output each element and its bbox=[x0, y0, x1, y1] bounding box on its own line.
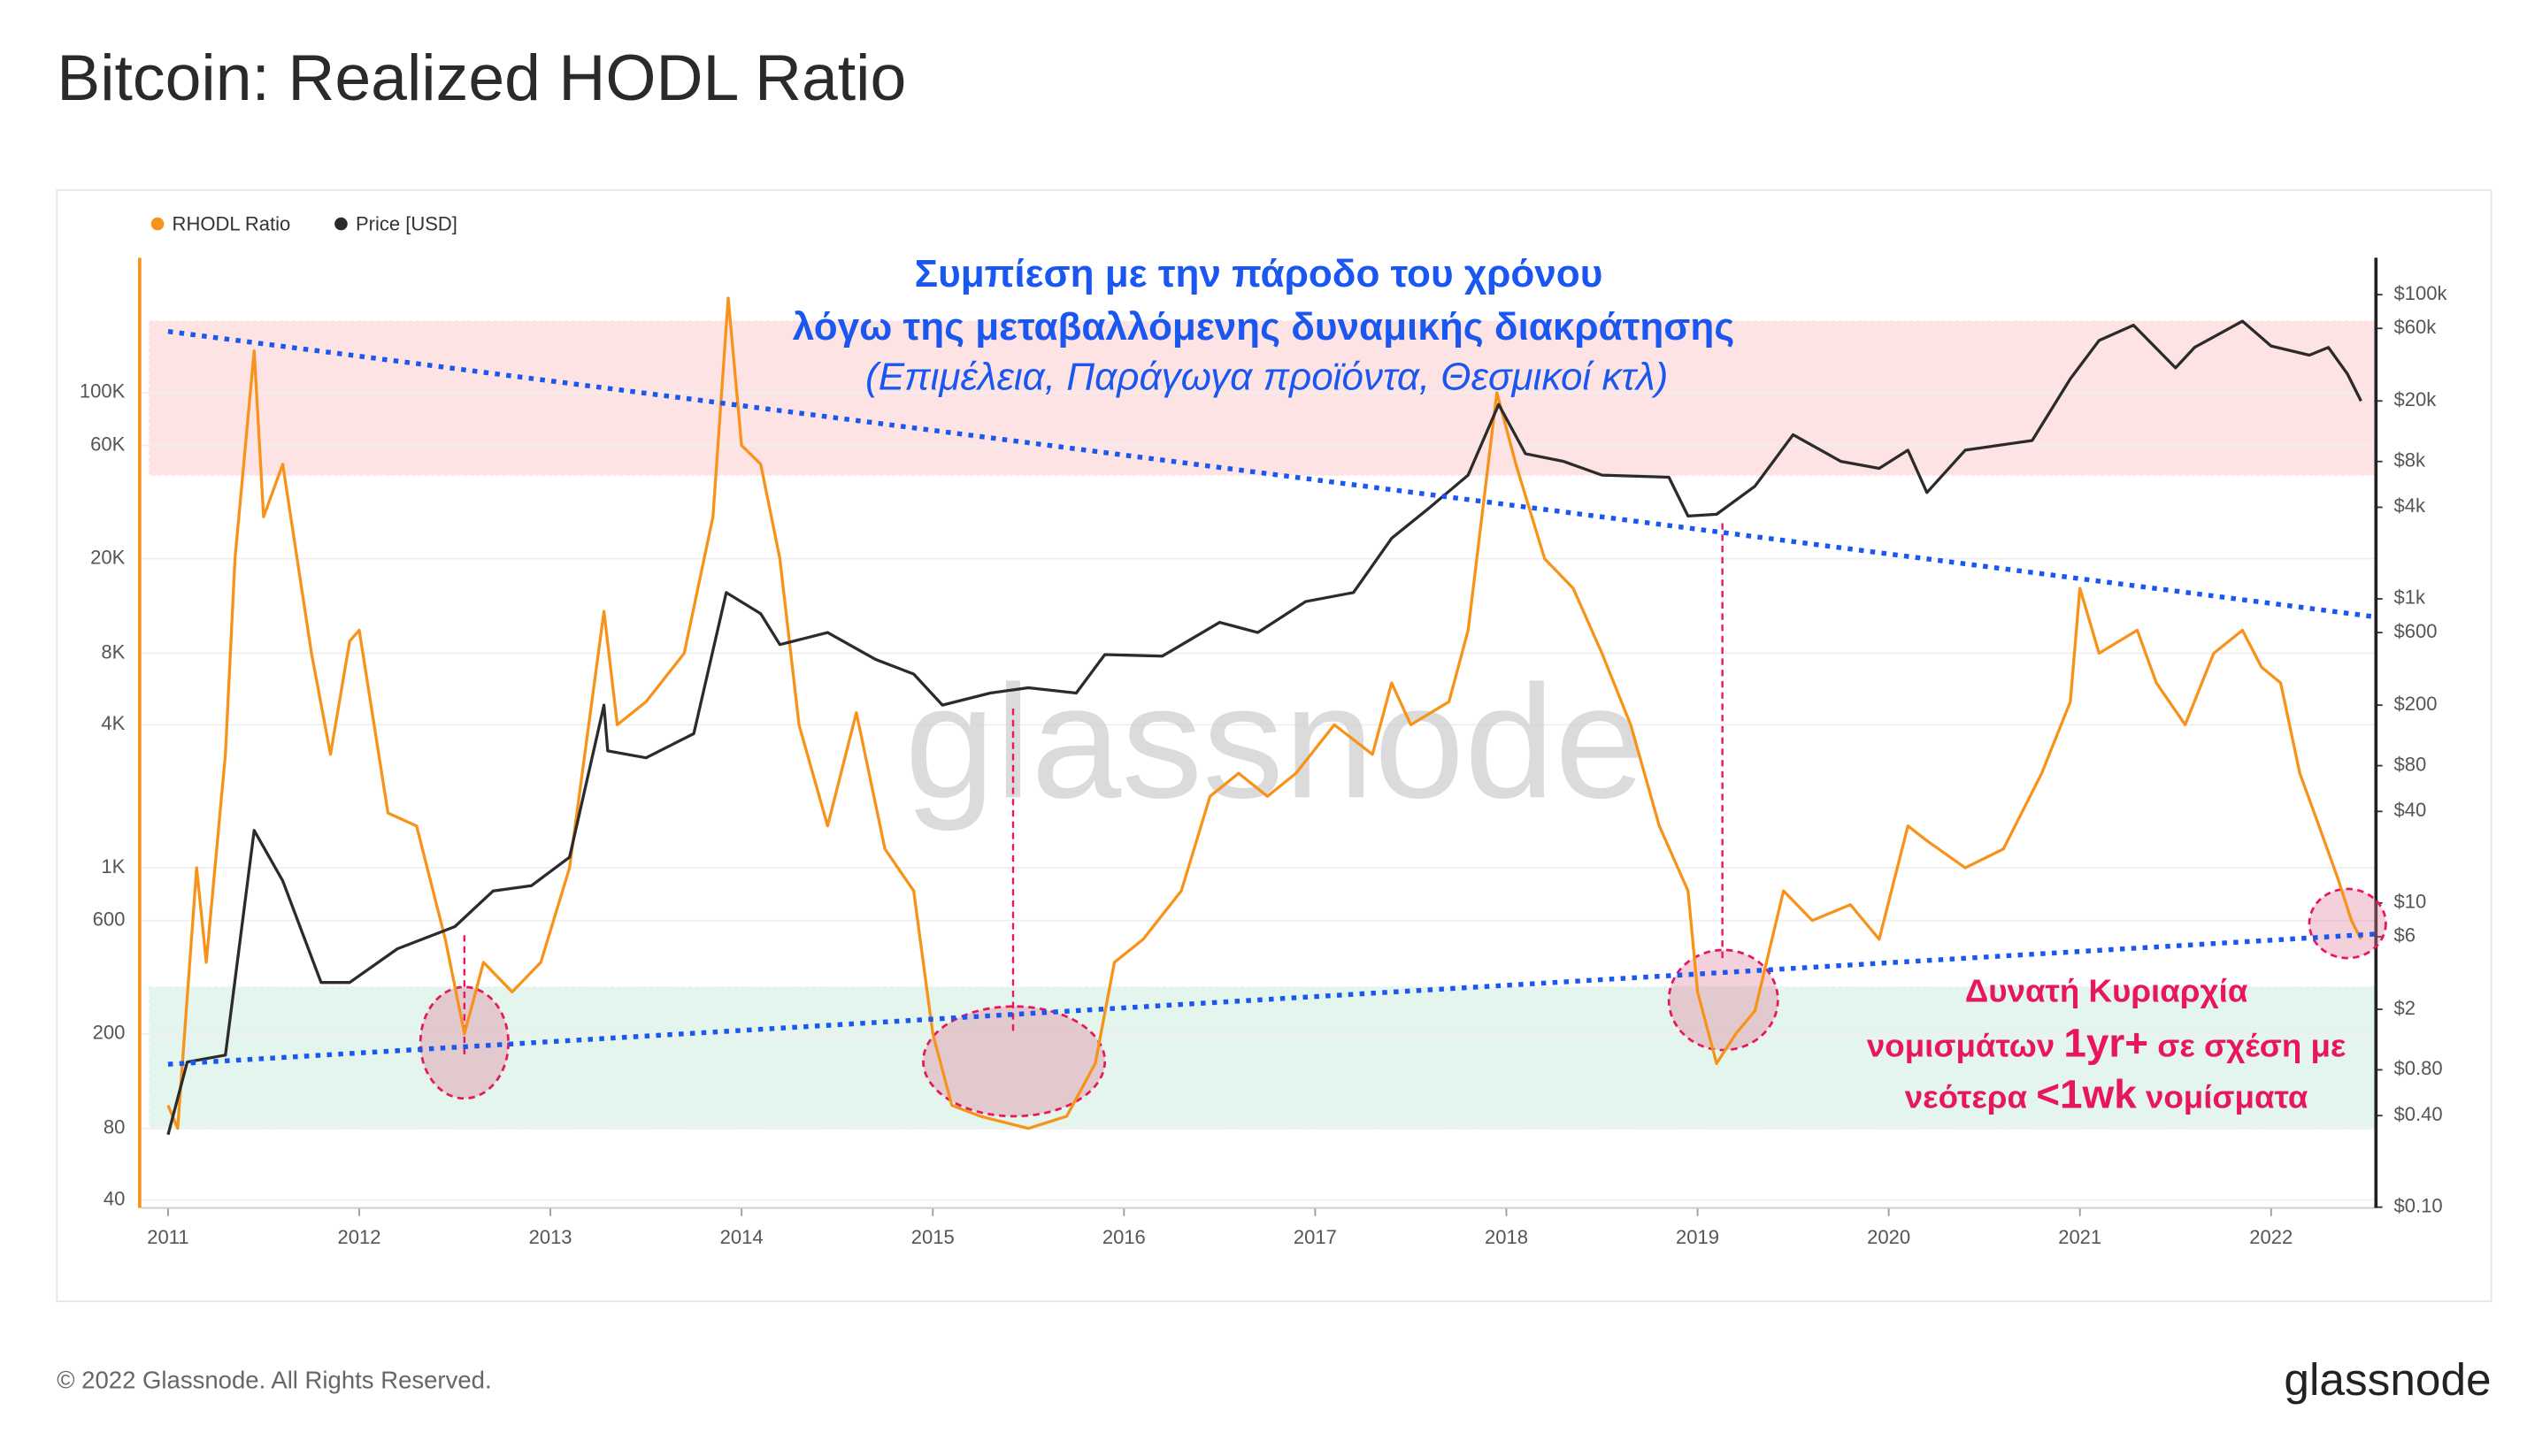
y2-tick-label: $4k bbox=[2393, 494, 2425, 517]
y2-tick-label: $20k bbox=[2393, 388, 2436, 410]
y2-tick-label: $200 bbox=[2393, 693, 2437, 715]
series-line bbox=[166, 319, 2362, 1136]
y2-tick-label: $10 bbox=[2393, 891, 2426, 913]
x-tick-label: 2020 bbox=[1867, 1226, 1910, 1248]
y2-tick-label: $0.80 bbox=[2393, 1057, 2442, 1079]
x-tick-label: 2013 bbox=[529, 1226, 572, 1248]
x-tick-label: 2018 bbox=[1485, 1226, 1528, 1248]
y-tick-label: 60K bbox=[90, 433, 126, 455]
legend-label: Price [USD] bbox=[356, 213, 457, 235]
chart-title: Bitcoin: Realized HODL Ratio bbox=[57, 42, 906, 114]
annotation-span: νομισμάτων bbox=[1867, 1028, 2064, 1064]
y2-tick-label: $1k bbox=[2393, 586, 2425, 609]
y-tick-label: 4K bbox=[101, 712, 125, 734]
trend-line bbox=[167, 329, 2375, 619]
annotation: λόγω της μεταβαλλόμενης δυναμικής διακρά… bbox=[793, 305, 1734, 349]
annotation-span: <1wk bbox=[2036, 1072, 2137, 1117]
logo: glassnode bbox=[2284, 1354, 2491, 1405]
y2-tick-label: $60k bbox=[2393, 316, 2436, 338]
y2-tick-label: $40 bbox=[2393, 799, 2426, 821]
legend-label: RHODL Ratio bbox=[173, 213, 291, 235]
y2-tick-label: $80 bbox=[2393, 753, 2426, 775]
legend-swatch bbox=[334, 217, 348, 231]
x-tick-label: 2021 bbox=[2058, 1226, 2101, 1248]
x-tick-label: 2019 bbox=[1676, 1226, 1719, 1248]
annotation-span: Δυνατή Κυριαρχία bbox=[1965, 973, 2248, 1009]
annotation-span: νομίσματα bbox=[2137, 1079, 2308, 1115]
x-tick-label: 2016 bbox=[1102, 1226, 1146, 1248]
annotation: Δυνατή Κυριαρχία bbox=[1965, 973, 2248, 1009]
y2-tick-label: $8k bbox=[2393, 449, 2425, 471]
x-tick-label: 2015 bbox=[911, 1226, 955, 1248]
annotation-span: 1yr+ bbox=[2063, 1021, 2148, 1066]
y2-tick-label: $600 bbox=[2393, 620, 2437, 642]
y2-tick-label: $100k bbox=[2393, 282, 2446, 304]
watermark: glassnode bbox=[904, 652, 1645, 831]
x-tick-label: 2017 bbox=[1294, 1226, 1337, 1248]
x-tick-label: 2022 bbox=[2249, 1226, 2293, 1248]
y-tick-label: 20K bbox=[90, 547, 126, 569]
x-tick-label: 2012 bbox=[338, 1226, 381, 1248]
annotation-span: νεότερα bbox=[1905, 1079, 2036, 1115]
zone bbox=[148, 320, 2376, 476]
x-tick-label: 2011 bbox=[147, 1226, 188, 1248]
y-tick-label: 1K bbox=[101, 855, 125, 877]
plot: 40 80 200 600 1K 4K 8K 20K 60K 100K $0.10 $0.40 $0.8… bbox=[80, 213, 2447, 1248]
copyright: © 2022 Glassnode. All Rights Reserved. bbox=[57, 1367, 491, 1394]
trend-line bbox=[167, 931, 2375, 1067]
y-tick-label: 600 bbox=[93, 908, 126, 930]
annotation-span: σε σχέση με bbox=[2148, 1028, 2346, 1064]
y2-tick-label: $2 bbox=[2393, 997, 2415, 1019]
y-tick-label: 200 bbox=[93, 1022, 126, 1044]
y2-tick-label: $0.40 bbox=[2393, 1103, 2442, 1125]
annotation: νομισμάτων 1yr+ σε σχέση με bbox=[1867, 1021, 2346, 1066]
annotation: Συμπίεση με την πάροδο του χρόνου bbox=[915, 252, 1603, 295]
legend-swatch bbox=[150, 217, 165, 231]
highlight bbox=[1667, 948, 1779, 1052]
highlight bbox=[2308, 887, 2387, 960]
y2-tick-label: $6 bbox=[2393, 924, 2415, 946]
y-tick-label: 8K bbox=[101, 640, 125, 663]
series-line bbox=[166, 296, 2362, 1130]
y-tick-label: 100K bbox=[80, 380, 126, 402]
chart-frame bbox=[56, 188, 2492, 1303]
annotation: νεότερα <1wk νομίσματα bbox=[1905, 1072, 2308, 1117]
y-tick-label: 80 bbox=[104, 1116, 125, 1138]
annotation: (Επιμέλεια, Παράγωγα προϊόντα, Θεσμικοί … bbox=[865, 356, 1668, 399]
y-tick-label: 40 bbox=[104, 1187, 125, 1209]
y2-tick-label: $0.10 bbox=[2393, 1195, 2442, 1217]
x-tick-label: 2014 bbox=[720, 1226, 764, 1248]
